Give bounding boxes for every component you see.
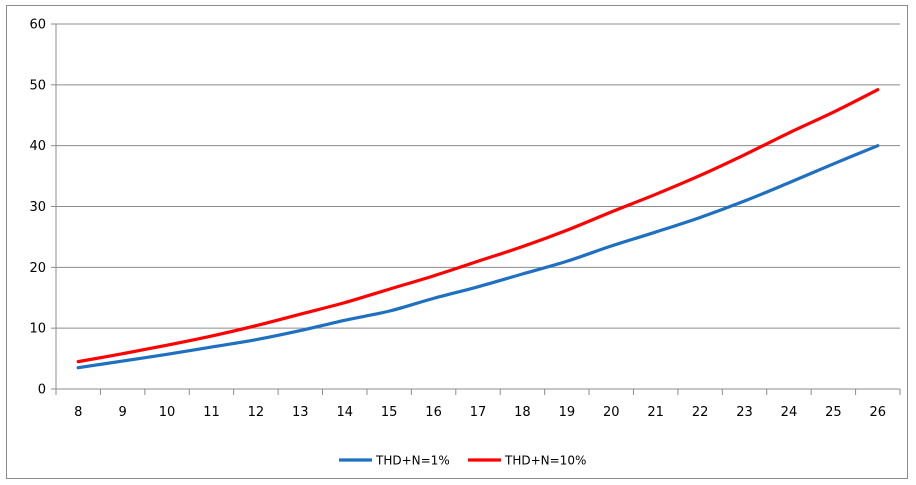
x-tick-label: 10 <box>159 405 176 420</box>
x-tick-label: 12 <box>248 405 265 420</box>
y-tick-label: 60 <box>29 18 46 33</box>
legend: THD+N=1% THD+N=10% <box>339 454 586 468</box>
x-tick-label: 24 <box>781 405 798 420</box>
chart-area <box>6 5 908 479</box>
y-tick-label: 0 <box>38 383 46 398</box>
x-tick-label: 9 <box>118 405 126 420</box>
series-lines <box>76 88 880 370</box>
x-axis-tick-labels: 8 9 10 11 12 13 14 15 16 17 18 19 20 21 22 23 24 25 26 <box>74 405 886 420</box>
gridlines <box>56 23 900 329</box>
x-tick-label: 23 <box>736 405 753 420</box>
y-tick-label: 40 <box>29 139 46 154</box>
legend-label: THD+N=1% <box>375 454 450 468</box>
y-axis-tick-labels: 0 10 20 30 40 50 60 <box>29 18 46 398</box>
x-tick-label: 26 <box>870 405 887 420</box>
x-tick-label: 13 <box>292 405 309 420</box>
x-tick-label: 22 <box>692 405 709 420</box>
series-line-2 <box>76 88 880 364</box>
x-tick-label: 25 <box>825 405 842 420</box>
x-tick-label: 21 <box>647 405 664 420</box>
x-tick-label: 15 <box>381 405 398 420</box>
x-tick-label: 18 <box>514 405 531 420</box>
y-tick-label: 50 <box>29 78 46 93</box>
y-tick-label: 20 <box>29 261 46 276</box>
x-tick-label: 17 <box>470 405 487 420</box>
x-tick-label: 8 <box>74 405 82 420</box>
legend-label: THD+N=10% <box>504 454 586 468</box>
x-tick-label: 19 <box>559 405 576 420</box>
axes <box>51 23 901 395</box>
x-tick-label: 11 <box>203 405 220 420</box>
series-line-1 <box>76 144 880 370</box>
x-tick-label: 14 <box>336 405 353 420</box>
y-tick-label: 10 <box>29 322 46 337</box>
x-tick-label: 16 <box>425 405 442 420</box>
y-tick-label: 30 <box>29 200 46 215</box>
x-tick-label: 20 <box>603 405 620 420</box>
